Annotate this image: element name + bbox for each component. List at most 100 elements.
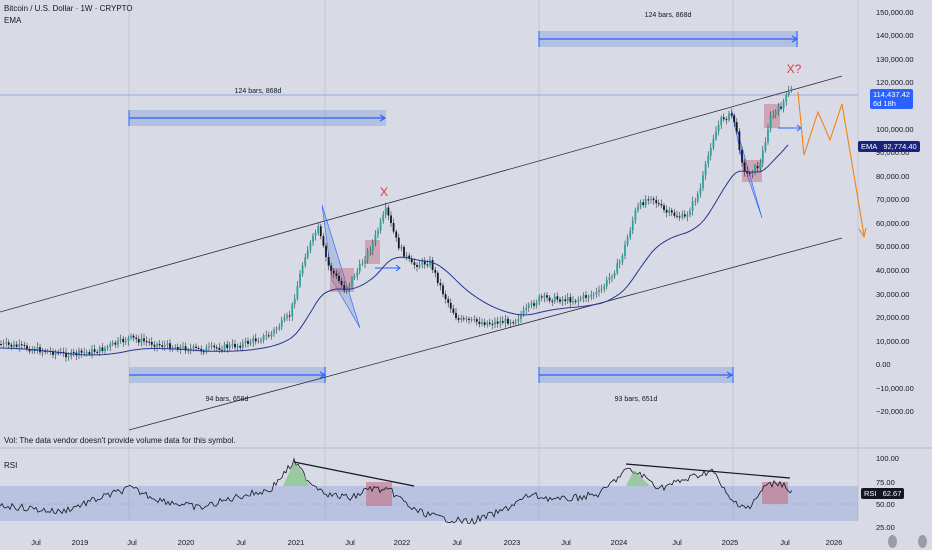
symbol-title[interactable]: Bitcoin / U.S. Dollar · 1W · CRYPTO [4,4,133,13]
candle-body [504,318,507,323]
candle-body [520,314,522,320]
candle-body [733,115,736,123]
time-tick-label: 2024 [610,538,628,547]
candle-body [517,319,520,322]
candle-body [299,273,301,286]
candle-body [283,317,286,321]
date-range-top-right[interactable] [538,31,799,47]
candle-body [31,349,34,352]
date-range-bottom-left[interactable] [129,367,327,383]
rsi-line[interactable] [0,457,793,525]
candle-body [325,245,327,258]
candle-body [574,300,577,302]
date-range-bottom-right[interactable] [538,367,734,383]
consolidation-box-2[interactable] [365,240,380,264]
candle-body [722,117,725,120]
candle-body [312,235,314,243]
arrow-2025[interactable] [778,124,802,132]
candle-body [556,296,559,300]
candle-body [150,341,153,345]
rsi-band [0,486,858,521]
candle-body [761,150,764,164]
rsi-indicator-label[interactable]: RSI [4,461,18,470]
candle-body [585,295,587,298]
range-label-bottom-right: 93 bars, 651d [614,396,658,403]
candle-body [548,297,551,301]
candle-body [184,346,187,351]
candle-body [174,347,177,349]
candle-body [743,162,746,172]
candle-body [13,344,15,347]
pattern-triangle-2021[interactable] [321,204,361,329]
candle-body [340,280,343,285]
rsi-zone-1[interactable] [366,482,392,506]
candle-body [416,264,418,267]
arrow-2021[interactable] [375,264,401,272]
candle-body [262,335,265,341]
candle-body [114,342,117,345]
projection-path[interactable] [797,91,865,236]
candle-body [720,117,723,126]
candle-body [85,352,88,354]
candle-body [291,304,294,317]
candle-body [23,344,26,346]
candle-body [572,300,574,303]
price-tick-label: 100,000.00 [876,125,914,134]
bar-countdown: 6d 18h [873,99,896,108]
candle-body [374,234,377,243]
candle-body [618,262,621,264]
candle-body [278,326,281,329]
price-tick-label: 70,000.00 [876,195,910,204]
candle-body [699,187,702,194]
candle-body [161,345,164,347]
candle-body [395,231,398,238]
candle-body [538,296,541,303]
candle-body [236,345,239,348]
price-tick-label: 130,000.00 [876,55,914,64]
candlestick-series[interactable] [0,85,793,362]
candle-body [678,216,681,218]
time-tick-label: 2021 [287,538,305,547]
rsi-zone-2[interactable] [762,482,788,504]
rsi-value-tag[interactable]: RSI 62.67 [861,488,905,499]
candle-body [444,294,447,300]
candle-body [569,297,572,303]
candle-body [377,230,379,235]
candle-body [764,142,767,151]
current-price-tag[interactable]: 114,437.42 6d 18h [870,89,913,109]
candle-body [44,351,47,353]
time-tick-label: Jul [672,538,682,547]
candle-body [488,322,491,324]
date-range-top-left[interactable] [128,110,387,126]
ema-line[interactable] [0,144,789,356]
rsi-tick-label: 100.00 [876,454,899,463]
candle-body [741,149,743,163]
candle-body [605,279,608,287]
ema-indicator-label[interactable]: EMA [4,16,22,25]
price-tick-label: 90,000.00 [876,148,910,157]
rsi-divergence-line-2[interactable] [625,463,791,479]
trend-channel[interactable] [0,75,843,431]
scroll-dot-1[interactable] [888,535,897,548]
candle-body [231,343,234,345]
candle-body [647,199,650,201]
ema-value-tag[interactable]: EMA 92,774.40 [858,141,920,152]
candle-body [98,347,101,353]
candle-body [751,172,754,174]
candle-body [169,343,171,350]
candle-body [275,328,278,330]
scroll-dot-2[interactable] [918,535,927,548]
rsi-divergence-line-1[interactable] [293,461,415,487]
candle-body [772,115,775,117]
candle-body [717,125,720,132]
cross-marker-2025[interactable]: X? [786,62,802,76]
candle-body [582,295,585,299]
candle-body [673,212,676,216]
vertical-gridlines [128,0,734,520]
rsi-tick-label: 75.00 [876,478,895,487]
candle-body [158,343,161,346]
cross-marker-2021[interactable]: X [379,185,389,199]
candle-body [780,106,782,109]
